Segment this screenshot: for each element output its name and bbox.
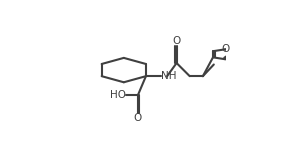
Text: O: O: [173, 35, 181, 46]
Text: NH: NH: [161, 71, 176, 81]
Text: O: O: [134, 113, 142, 123]
Text: HO: HO: [110, 90, 126, 100]
Text: O: O: [221, 44, 230, 54]
